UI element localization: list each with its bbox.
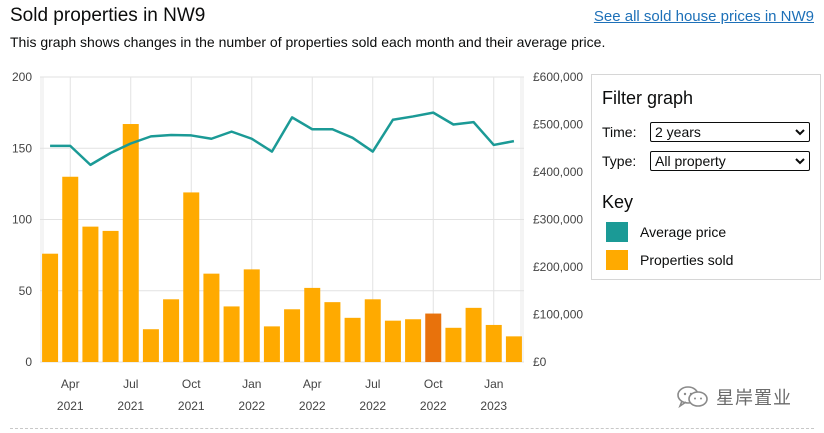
key-heading: Key — [602, 192, 634, 212]
bar-properties-sold — [445, 327, 462, 362]
bar-properties-sold — [284, 309, 301, 362]
bar-properties-sold — [384, 320, 401, 362]
x-axis-year-label: 2022 — [420, 399, 447, 413]
right-axis-tick-label: £300,000 — [533, 213, 583, 227]
x-axis-year-label: 2022 — [359, 399, 386, 413]
time-select-value: 2 years — [655, 124, 701, 140]
bar-properties-sold — [263, 326, 280, 362]
x-axis-year-label: 2021 — [178, 399, 205, 413]
bar-properties-sold — [62, 176, 79, 362]
chevron-down-icon — [795, 129, 805, 136]
right-axis-tick-label: £400,000 — [533, 165, 583, 179]
properties-sold-key-label: Properties sold — [640, 252, 734, 268]
filter-heading: Filter graph — [602, 88, 694, 108]
x-axis-year-label: 2023 — [480, 399, 507, 413]
bar-properties-sold — [122, 124, 139, 363]
bar-properties-sold — [223, 306, 240, 362]
filter-panel: Filter graph Time: 2 years Type: All pro… — [591, 74, 821, 280]
bar-properties-sold — [304, 287, 321, 362]
bar-properties-sold — [364, 299, 381, 362]
bar-properties-sold — [142, 329, 159, 362]
see-all-sold-prices-link[interactable]: See all sold house prices in NW9 — [593, 8, 814, 25]
chevron-down-icon — [795, 158, 805, 165]
properties-sold-swatch — [606, 250, 628, 270]
bar-properties-sold — [405, 319, 422, 362]
bar-properties-sold — [425, 313, 442, 362]
bar-properties-sold — [42, 253, 59, 362]
bar-properties-sold — [505, 336, 522, 362]
bar-properties-sold — [82, 226, 99, 362]
x-axis-year-label: 2022 — [238, 399, 265, 413]
bar-properties-sold — [243, 269, 260, 362]
x-axis-month-label: Oct — [424, 377, 443, 391]
chart-description: This graph shows changes in the number o… — [10, 34, 606, 50]
x-axis-month-label: Jan — [484, 377, 503, 391]
right-axis-tick-label: £100,000 — [533, 308, 583, 322]
type-select[interactable]: All property — [650, 151, 810, 171]
right-axis-tick-label: £600,000 — [533, 70, 583, 84]
line-average-price — [50, 111, 515, 167]
average-price-key-label: Average price — [640, 224, 727, 240]
sold-properties-chart: 0 50 100 150 200 £0 £100,000 £200,000 £300,000 £4… — [12, 70, 583, 413]
time-select[interactable]: 2 years — [650, 122, 810, 142]
bar-properties-sold — [324, 302, 341, 362]
x-axis-month-label: Jan — [242, 377, 261, 391]
bar-properties-sold — [485, 324, 502, 362]
type-select-value: All property — [655, 153, 726, 169]
right-axis-tick-label: £500,000 — [533, 118, 583, 132]
watermark-text: 星岸置业 — [716, 388, 792, 408]
x-axis-month-label: Jul — [123, 377, 138, 391]
page-title: Sold properties in NW9 — [10, 5, 206, 26]
left-axis-tick-label: 0 — [25, 355, 32, 369]
x-axis-year-label: 2022 — [299, 399, 326, 413]
right-axis-tick-label: £200,000 — [533, 260, 583, 274]
bar-properties-sold — [344, 317, 361, 362]
average-price-swatch — [606, 222, 628, 242]
bar-properties-sold — [163, 299, 180, 362]
x-axis-month-label: Oct — [182, 377, 201, 391]
left-axis-tick-label: 200 — [12, 70, 32, 84]
x-axis-year-label: 2021 — [117, 399, 144, 413]
left-axis-tick-label: 150 — [12, 141, 32, 155]
x-axis-year-label: 2021 — [57, 399, 84, 413]
watermark: 星岸置业 — [676, 384, 792, 410]
divider — [10, 428, 814, 429]
x-axis-month-label: Apr — [303, 377, 322, 391]
bar-properties-sold — [465, 307, 482, 362]
x-axis-month-label: Jul — [365, 377, 380, 391]
bar-properties-sold — [183, 192, 200, 362]
left-axis-tick-label: 100 — [12, 213, 32, 227]
bar-properties-sold — [203, 273, 220, 362]
wechat-icon — [677, 386, 708, 409]
x-axis-month-label: Apr — [61, 377, 80, 391]
type-label: Type: — [602, 153, 637, 169]
bar-properties-sold — [102, 230, 119, 362]
right-axis-tick-label: £0 — [533, 355, 547, 369]
time-label: Time: — [602, 124, 637, 140]
left-axis-tick-label: 50 — [19, 284, 33, 298]
